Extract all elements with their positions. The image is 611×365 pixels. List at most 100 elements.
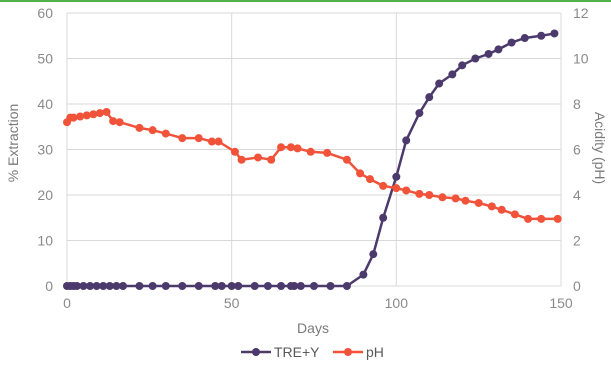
x-tick-label: 100: [385, 295, 409, 311]
tick-labels: 0 10 20 30 40 50 60 0 2 4 6 8 10 12 0 50 100 150: [37, 5, 588, 311]
data-point-tre-y: [148, 282, 157, 290]
y-right-axis-title: Acidity (pH): [592, 112, 608, 184]
data-point-tre-y: [250, 282, 259, 290]
data-point-tre-y: [86, 282, 95, 290]
series-tre-y: [63, 29, 559, 290]
data-point-ph: [286, 143, 295, 152]
data-point-tre-y: [359, 270, 368, 279]
data-point-tre-y: [217, 282, 226, 290]
data-point-ph: [148, 126, 157, 135]
x-axis-title: Days: [297, 320, 329, 336]
data-point-tre-y: [112, 282, 121, 290]
x-tick-label: 50: [224, 295, 240, 311]
data-point-tre-y: [550, 29, 559, 38]
y-right-tick-label: 10: [573, 51, 589, 67]
legend-label: TRE+Y: [274, 344, 320, 360]
data-point-tre-y: [194, 282, 203, 290]
data-point-tre-y: [392, 172, 401, 181]
data-point-tre-y: [135, 282, 144, 290]
series-lines: [63, 29, 562, 290]
y-right-tick-label: 8: [573, 96, 581, 112]
y-left-tick-label: 10: [37, 233, 53, 249]
data-point-ph: [510, 210, 519, 219]
data-point-ph: [178, 134, 187, 143]
data-point-tre-y: [211, 282, 220, 290]
data-point-ph: [323, 148, 332, 157]
y-left-tick-label: 50: [37, 51, 53, 67]
data-point-tre-y: [435, 79, 444, 88]
data-point-ph: [102, 107, 111, 116]
data-point-tre-y: [227, 282, 236, 290]
data-point-ph: [214, 137, 223, 146]
data-point-ph: [293, 144, 302, 153]
data-point-tre-y: [310, 282, 318, 290]
data-point-ph: [461, 196, 470, 205]
data-point-ph: [415, 189, 424, 198]
data-point-tre-y: [458, 61, 467, 70]
data-point-tre-y: [425, 93, 434, 102]
data-point-tre-y: [448, 70, 457, 79]
data-point-ph: [237, 155, 246, 164]
data-point-ph: [89, 110, 98, 119]
legend: TRE+Y pH: [241, 344, 384, 360]
data-point-ph: [487, 202, 496, 211]
data-point-ph: [365, 175, 374, 184]
data-point-ph: [69, 113, 78, 122]
data-point-tre-y: [277, 282, 286, 290]
data-point-ph: [82, 111, 91, 120]
data-point-tre-y: [79, 282, 88, 290]
data-point-ph: [254, 153, 263, 162]
data-point-ph: [451, 194, 460, 203]
data-point-ph: [115, 118, 124, 127]
data-point-ph: [135, 123, 144, 132]
y-left-tick-label: 60: [37, 5, 53, 21]
y-right-tick-label: 4: [573, 187, 581, 203]
data-point-ph: [356, 169, 365, 178]
data-point-tre-y: [296, 282, 305, 290]
data-point-ph: [438, 193, 447, 202]
data-point-ph: [306, 147, 315, 156]
data-point-ph: [537, 214, 546, 223]
y-left-tick-label: 30: [37, 142, 53, 158]
data-point-ph: [524, 214, 533, 223]
data-point-tre-y: [537, 31, 546, 40]
data-point-ph: [342, 155, 351, 164]
data-point-ph: [277, 143, 286, 152]
legend-swatch-marker: [252, 348, 260, 356]
y-left-axis-title: % Extraction: [5, 104, 21, 183]
data-point-tre-y: [72, 282, 81, 290]
legend-item-tre-y: TRE+Y: [241, 344, 320, 360]
data-point-ph: [497, 205, 506, 214]
data-point-tre-y: [161, 282, 170, 290]
y-right-tick-label: 2: [573, 233, 581, 249]
y-left-tick-label: 40: [37, 96, 53, 112]
x-tick-label: 0: [63, 295, 71, 311]
series-ph: [63, 107, 562, 223]
data-point-tre-y: [494, 45, 503, 54]
series-line-tre-y: [67, 32, 555, 288]
top-accent-rule: [0, 0, 611, 2]
data-point-tre-y: [520, 34, 529, 43]
data-point-tre-y: [507, 38, 516, 47]
data-point-ph: [392, 184, 401, 193]
data-point-tre-y: [118, 282, 127, 290]
data-point-ph: [161, 129, 170, 138]
y-right-tick-label: 12: [573, 5, 589, 21]
data-point-tre-y: [178, 282, 187, 290]
data-point-tre-y: [92, 282, 101, 290]
legend-label: pH: [366, 344, 384, 360]
data-point-tre-y: [105, 282, 114, 290]
data-point-tre-y: [379, 213, 388, 222]
y-right-tick-label: 0: [573, 278, 581, 294]
data-point-tre-y: [484, 49, 493, 58]
legend-swatch-marker: [344, 348, 352, 356]
data-point-ph: [95, 109, 104, 118]
data-point-ph: [402, 186, 411, 195]
data-point-tre-y: [415, 109, 424, 118]
y-left-tick-label: 20: [37, 187, 53, 203]
data-point-ph: [194, 134, 203, 143]
data-point-tre-y: [290, 282, 299, 290]
data-point-tre-y: [402, 136, 411, 145]
data-point-tre-y: [99, 282, 108, 290]
